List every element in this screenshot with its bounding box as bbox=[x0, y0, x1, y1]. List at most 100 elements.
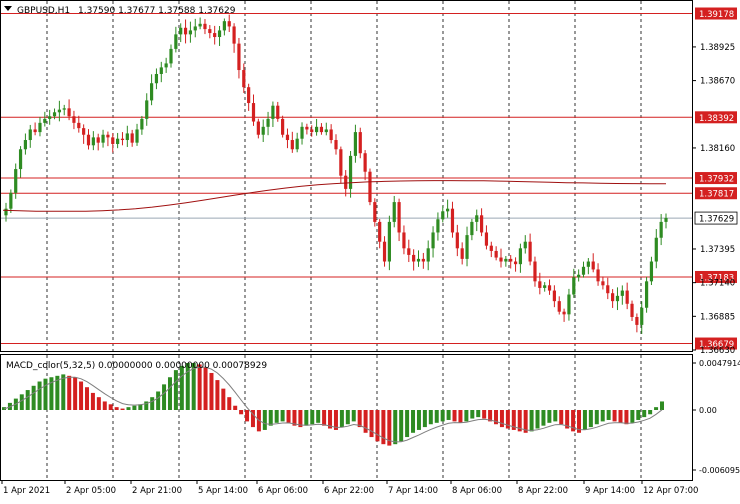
candle-body-62 bbox=[305, 126, 309, 130]
price-tick-label-3: 1.37395 bbox=[700, 245, 735, 255]
macd-bar-13 bbox=[79, 381, 84, 410]
macd-bar-74 bbox=[440, 410, 445, 422]
candle-body-33 bbox=[164, 63, 168, 68]
macd-bar-107 bbox=[636, 410, 641, 420]
candle-body-98 bbox=[479, 215, 484, 233]
macd-bar-11 bbox=[67, 375, 72, 410]
macd-tick-label-1: 0.00 bbox=[699, 406, 717, 415]
macd-bar-17 bbox=[102, 401, 107, 410]
macd-bar-28 bbox=[167, 377, 172, 410]
candle-body-4 bbox=[23, 140, 28, 150]
macd-bar-23 bbox=[138, 404, 143, 410]
candle-body-28 bbox=[140, 118, 144, 130]
symbol-dropdown-icon[interactable] bbox=[4, 6, 12, 11]
macd-bar-6 bbox=[37, 381, 42, 410]
candle-body-73 bbox=[358, 132, 362, 154]
candle-body-104 bbox=[509, 258, 513, 262]
candle-body-118 bbox=[577, 274, 581, 278]
macd-bar-63 bbox=[375, 410, 380, 442]
candle-body-26 bbox=[130, 133, 134, 143]
candle-body-92 bbox=[450, 208, 455, 233]
macd-bar-94 bbox=[559, 410, 564, 425]
candle-body-108 bbox=[528, 241, 532, 262]
macd-bar-83 bbox=[494, 410, 499, 425]
macd-bar-3 bbox=[19, 394, 24, 410]
candle-body-99 bbox=[484, 232, 489, 246]
macd-bar-85 bbox=[505, 410, 510, 429]
macd-bar-32 bbox=[191, 363, 196, 410]
macd-bar-97 bbox=[577, 410, 582, 433]
candle-body-50 bbox=[247, 87, 251, 104]
candle-body-135 bbox=[659, 221, 663, 238]
macd-bar-41 bbox=[245, 410, 250, 422]
macd-bar-75 bbox=[446, 410, 451, 420]
macd-bar-37 bbox=[221, 388, 226, 410]
macd-bar-66 bbox=[393, 410, 398, 445]
macd-bar-92 bbox=[547, 410, 552, 423]
macd-bar-53 bbox=[316, 410, 321, 423]
candle-body-93 bbox=[455, 232, 459, 249]
candle-body-21 bbox=[106, 134, 110, 138]
macd-bar-57 bbox=[339, 410, 344, 428]
macd-bar-109 bbox=[648, 410, 653, 415]
candle-body-102 bbox=[499, 257, 503, 262]
price-axis: 1.38925 1.38670 1.38160 1.37395 1.37140 1.368… bbox=[692, 43, 735, 356]
macd-bar-45 bbox=[268, 410, 273, 426]
candle-body-20 bbox=[101, 134, 105, 143]
macd-bar-91 bbox=[541, 410, 546, 426]
macd-bar-76 bbox=[452, 410, 457, 422]
candle-body-132 bbox=[644, 281, 649, 308]
time-tick-label-6: 7 Apr 14:00 bbox=[388, 486, 438, 496]
price-tick-label-6: 1.36630 bbox=[700, 346, 735, 356]
candle-body-116 bbox=[567, 294, 571, 315]
price-tick-label-2: 1.38160 bbox=[700, 144, 735, 154]
candle-body-59 bbox=[290, 140, 294, 150]
time-tick-label-10: 12 Apr 07:00 bbox=[643, 486, 698, 496]
candle-body-82 bbox=[402, 232, 406, 249]
macd-bar-111 bbox=[660, 401, 664, 410]
macd-bar-27 bbox=[162, 384, 167, 410]
candle-body-24 bbox=[120, 138, 125, 141]
candle-body-44 bbox=[217, 30, 222, 38]
candle-body-35 bbox=[174, 34, 178, 49]
candle-body-56 bbox=[276, 105, 280, 119]
macd-bar-88 bbox=[523, 410, 528, 433]
candles-group bbox=[4, 14, 668, 334]
macd-bar-47 bbox=[280, 410, 285, 422]
candle-body-25 bbox=[125, 133, 129, 141]
candle-body-23 bbox=[116, 138, 120, 144]
macd-bar-19 bbox=[114, 407, 119, 410]
candle-body-81 bbox=[397, 202, 401, 233]
candle-body-52 bbox=[256, 121, 260, 135]
candle-body-67 bbox=[329, 129, 333, 141]
candle-body-105 bbox=[513, 261, 518, 265]
candle-body-30 bbox=[149, 83, 154, 101]
candle-body-100 bbox=[489, 245, 493, 251]
candle-body-41 bbox=[203, 23, 207, 30]
macd-tick-label-0: 0.0047914 bbox=[699, 359, 740, 368]
candle-body-58 bbox=[285, 134, 290, 141]
candle-body-1 bbox=[9, 192, 13, 209]
macd-bar-80 bbox=[476, 410, 481, 418]
candle-body-70 bbox=[344, 175, 348, 189]
current-price-label: 1.37629 bbox=[699, 215, 734, 225]
macd-bar-103 bbox=[612, 410, 617, 422]
macd-bar-54 bbox=[322, 410, 327, 426]
level-label-0: 1.39178 bbox=[699, 10, 734, 20]
candle-body-112 bbox=[547, 285, 552, 291]
macd-bar-58 bbox=[345, 410, 350, 425]
candle-body-88 bbox=[431, 232, 435, 249]
candle-body-109 bbox=[533, 261, 537, 282]
candle-body-78 bbox=[382, 241, 387, 262]
candle-body-72 bbox=[353, 132, 358, 156]
price-tick-label-5: 1.36885 bbox=[700, 312, 735, 322]
macd-bar-64 bbox=[381, 410, 386, 445]
macd-bar-110 bbox=[654, 407, 659, 410]
macd-bar-72 bbox=[428, 410, 433, 425]
candle-body-117 bbox=[572, 277, 576, 295]
candle-body-115 bbox=[562, 311, 566, 315]
level-label-1: 1.38392 bbox=[699, 114, 734, 124]
macd-bar-106 bbox=[630, 410, 635, 423]
